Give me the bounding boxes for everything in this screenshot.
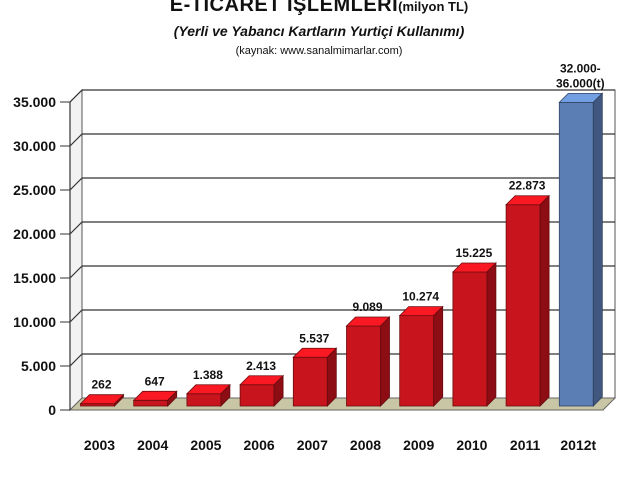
- gridline-side: [69, 309, 83, 323]
- bar-side: [220, 383, 231, 407]
- x-tick-label: 2009: [403, 437, 434, 453]
- bar: [399, 315, 435, 407]
- data-label: 32.000-: [560, 61, 601, 75]
- bar: [346, 325, 381, 407]
- x-tick-label: 2008: [350, 437, 381, 453]
- chart-subtitle: (Yerli ve Yabancı Kartların Yurtiçi Kull…: [173, 23, 465, 39]
- chart-title: E-TİCARET İŞLEMLERİ(milyon TL): [0, 0, 638, 17]
- bar-side: [114, 393, 124, 407]
- x-tick-label: 2011: [510, 437, 541, 453]
- bar-side: [167, 390, 178, 407]
- bar: [292, 356, 328, 407]
- bar-side: [326, 347, 337, 407]
- y-tick-label: 5.000: [21, 358, 56, 374]
- bar-side: [380, 316, 390, 407]
- data-label: 36.000(t): [556, 76, 605, 90]
- data-label: 2.413: [246, 359, 276, 373]
- bar: [558, 102, 594, 407]
- bar-side: [273, 374, 284, 407]
- x-tick-label: 2004: [137, 437, 168, 453]
- bar-side: [433, 305, 444, 407]
- chart-source: (kaynak: www.sanalmimarlar.com): [235, 45, 403, 57]
- y-tick-label: 10.000: [13, 314, 56, 330]
- data-label: 9.089: [352, 300, 382, 314]
- x-tick-label: 2006: [244, 437, 275, 453]
- gridline-side: [69, 133, 83, 147]
- gridline-side: [69, 177, 83, 191]
- y-tick-label: 30.000: [13, 138, 56, 154]
- bar-side: [592, 92, 603, 407]
- data-label: 5.537: [299, 331, 329, 345]
- bar-side: [486, 262, 497, 407]
- bar: [186, 393, 222, 407]
- y-tick-label: 15.000: [13, 270, 56, 286]
- bar: [452, 271, 488, 407]
- gridline-side: [69, 265, 83, 279]
- gridline-side: [69, 221, 83, 235]
- x-tick-label: 2007: [297, 437, 328, 453]
- data-label: 262: [91, 378, 111, 392]
- x-tick-label: 2012t: [560, 437, 596, 453]
- x-tick-label: 2005: [190, 437, 221, 453]
- y-tick-label: 25.000: [13, 182, 56, 198]
- data-label: 1.388: [193, 368, 223, 382]
- y-tick-label: 20.000: [13, 226, 56, 242]
- x-tick-label: 2010: [456, 437, 487, 453]
- x-tick-label: 2003: [84, 437, 115, 453]
- y-tick-label: 35.000: [13, 94, 56, 110]
- bar: [133, 399, 169, 407]
- bar-side: [539, 194, 550, 407]
- bar: [505, 204, 541, 407]
- bar: [239, 384, 275, 407]
- chart-side-wall: [69, 88, 83, 412]
- data-label: 15.225: [456, 246, 493, 260]
- data-label: 647: [145, 374, 165, 388]
- gridline-side: [69, 353, 83, 367]
- y-tick-label: 0: [48, 402, 56, 418]
- data-label: 22.873: [509, 179, 546, 193]
- chart-title-main: E-TİCARET İŞLEMLERİ: [169, 0, 399, 16]
- chart-title-unit: (milyon TL): [398, 0, 469, 14]
- data-label: 10.274: [402, 290, 439, 304]
- gridline-side: [69, 89, 83, 103]
